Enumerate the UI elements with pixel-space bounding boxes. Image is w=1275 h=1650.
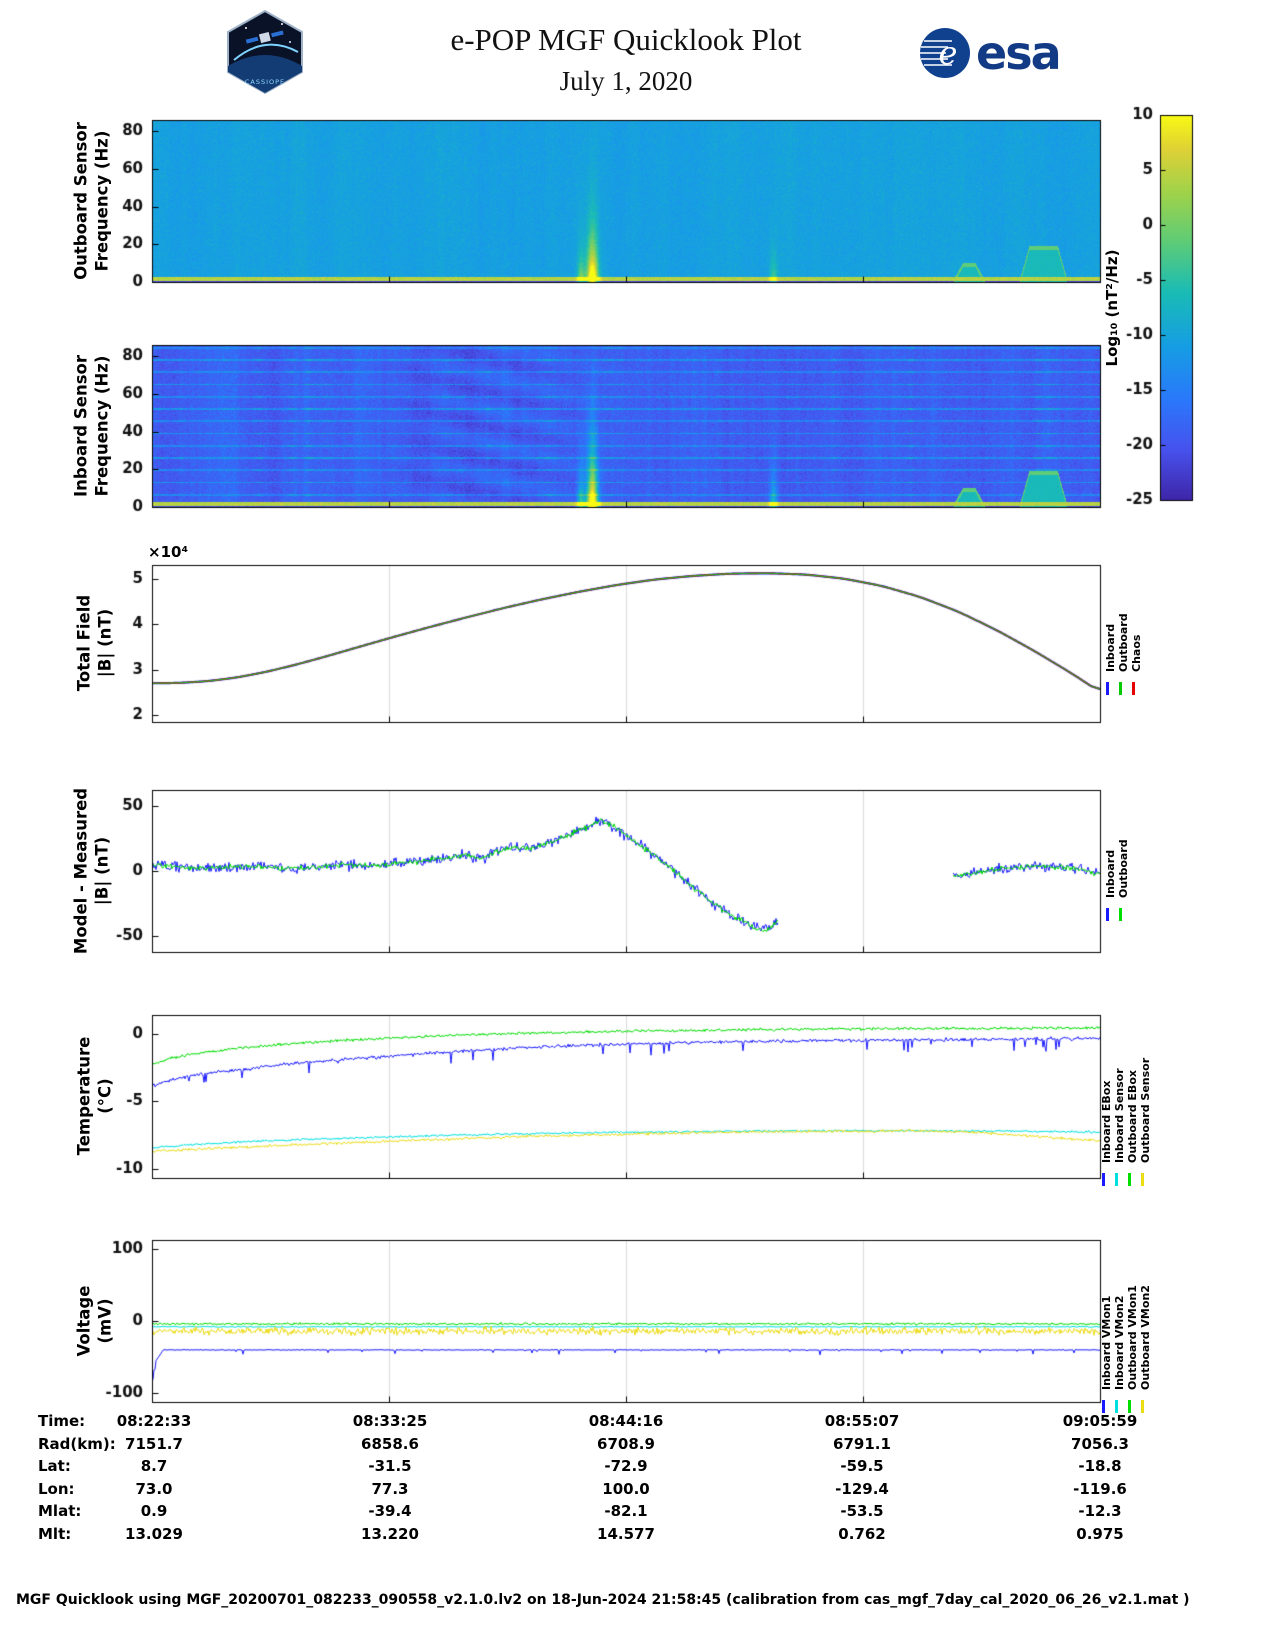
table-cell-mlt--4: 0.975: [1076, 1525, 1124, 1543]
inboard-spectrogram-ylabel: Inboard Sensor Frequency (Hz): [71, 355, 111, 497]
table-cell-rad-km--2: 6708.9: [597, 1435, 655, 1453]
table-cell-mlt--1: 13.220: [361, 1525, 419, 1543]
total-field-scale-label: ×10⁴: [148, 543, 189, 561]
legend-marker-voltage-inboard-vmon2: [1115, 1400, 1118, 1413]
legend-voltage-inboard-vmon2: Inboard VMon2: [1113, 1295, 1126, 1390]
table-cell-mlt--3: 0.762: [838, 1525, 886, 1543]
legend-marker-voltage-inboard-vmon1: [1102, 1400, 1105, 1413]
table-cell-lon--2: 100.0: [602, 1480, 650, 1498]
total-field-ylabel: Total Field |B| (nT): [74, 594, 114, 692]
table-cell-time--0: 08:22:33: [116, 1412, 192, 1430]
legend-marker-temperature-inboard-sensor: [1115, 1173, 1118, 1186]
legend-marker-model-measured-outboard: [1119, 908, 1122, 921]
table-row-label-time-: Time:: [38, 1412, 86, 1430]
legend-marker-voltage-outboard-vmon1: [1128, 1400, 1131, 1413]
legend-marker-temperature-inboard-ebox: [1102, 1173, 1105, 1186]
voltage-ylabel: Voltage (mV): [74, 1285, 114, 1357]
legend-temperature-inboard-sensor: Inboard Sensor: [1113, 1068, 1126, 1163]
outboard-spectrogram-ylabel: Outboard Sensor Frequency (Hz): [71, 122, 111, 280]
table-row-label-mlt-: Mlt:: [38, 1525, 72, 1543]
legend-model-measured-inboard: Inboard: [1104, 849, 1117, 898]
table-cell-mlt--0: 13.029: [125, 1525, 183, 1543]
table-cell-lat--0: 8.7: [140, 1457, 168, 1475]
table-cell-rad-km--0: 7151.7: [125, 1435, 183, 1453]
legend-temperature-outboard-sensor: Outboard Sensor: [1139, 1057, 1152, 1163]
legend-marker-total-field-outboard: [1119, 682, 1122, 695]
table-cell-time--1: 08:33:25: [352, 1412, 428, 1430]
footer-text: MGF Quicklook using MGF_20200701_082233_…: [16, 1592, 1190, 1608]
table-cell-lat--4: -18.8: [1078, 1457, 1122, 1475]
legend-temperature-outboard-ebox: Outboard EBox: [1126, 1070, 1139, 1163]
table-cell-rad-km--4: 7056.3: [1071, 1435, 1129, 1453]
table-cell-mlat--4: -12.3: [1078, 1502, 1122, 1520]
temperature-ylabel: Temperature (°C): [74, 1036, 114, 1156]
legend-marker-temperature-outboard-sensor: [1141, 1173, 1144, 1186]
legend-marker-total-field-inboard: [1106, 682, 1109, 695]
legend-total-field-chaos: Chaos: [1130, 634, 1143, 672]
table-cell-rad-km--1: 6858.6: [361, 1435, 419, 1453]
legend-marker-model-measured-inboard: [1106, 908, 1109, 921]
model-measured-ylabel: Model - Measured |B| (nT): [71, 787, 111, 955]
table-cell-mlt--2: 14.577: [597, 1525, 655, 1543]
legend-marker-temperature-outboard-ebox: [1128, 1173, 1131, 1186]
table-cell-time--3: 08:55:07: [824, 1412, 900, 1430]
table-cell-rad-km--3: 6791.1: [833, 1435, 891, 1453]
table-cell-lon--0: 73.0: [135, 1480, 173, 1498]
table-cell-mlat--0: 0.9: [140, 1502, 168, 1520]
table-cell-mlat--3: -53.5: [840, 1502, 884, 1520]
table-cell-lon--1: 77.3: [371, 1480, 409, 1498]
table-cell-lat--1: -31.5: [368, 1457, 412, 1475]
table-cell-time--4: 09:05:59: [1062, 1412, 1138, 1430]
legend-total-field-outboard: Outboard: [1117, 613, 1130, 672]
table-cell-mlat--2: -82.1: [604, 1502, 648, 1520]
table-cell-lon--3: -129.4: [835, 1480, 889, 1498]
table-cell-lat--2: -72.9: [604, 1457, 648, 1475]
table-cell-lat--3: -59.5: [840, 1457, 884, 1475]
legend-marker-voltage-outboard-vmon2: [1141, 1400, 1144, 1413]
table-row-label-lat-: Lat:: [38, 1457, 71, 1475]
legend-temperature-inboard-ebox: Inboard EBox: [1100, 1080, 1113, 1163]
legend-voltage-outboard-vmon1: Outboard VMon1: [1126, 1285, 1139, 1390]
table-cell-mlat--1: -39.4: [368, 1502, 412, 1520]
legend-marker-total-field-chaos: [1132, 682, 1135, 695]
table-row-label-lon-: Lon:: [38, 1480, 75, 1498]
table-cell-lon--4: -119.6: [1073, 1480, 1127, 1498]
legend-model-measured-outboard: Outboard: [1117, 839, 1130, 898]
table-row-label-mlat-: Mlat:: [38, 1502, 82, 1520]
legend-total-field-inboard: Inboard: [1104, 623, 1117, 672]
table-row-label-rad-km-: Rad(km):: [38, 1435, 116, 1453]
legend-voltage-inboard-vmon1: Inboard VMon1: [1100, 1295, 1113, 1390]
table-cell-time--2: 08:44:16: [588, 1412, 664, 1430]
legend-voltage-outboard-vmon2: Outboard VMon2: [1139, 1285, 1152, 1390]
colorbar-label: Log₁₀ (nT²/Hz): [1103, 249, 1121, 367]
